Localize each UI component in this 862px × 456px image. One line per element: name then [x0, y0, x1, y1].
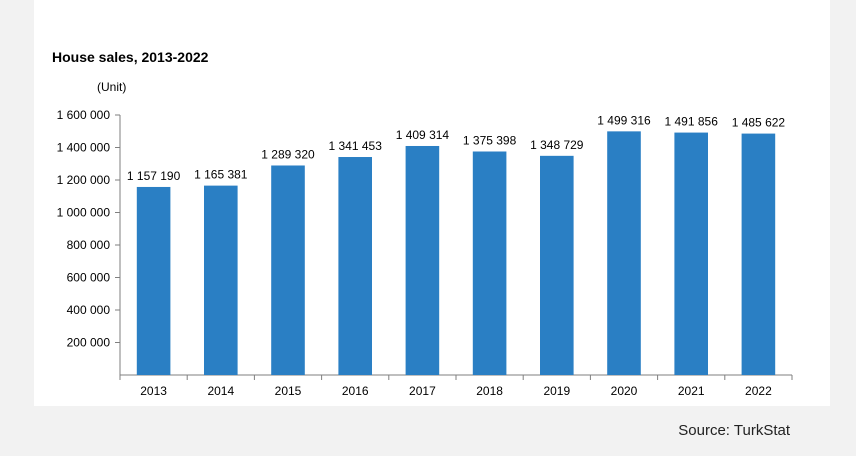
- data-label: 1 348 729: [530, 138, 584, 152]
- x-tick-label: 2015: [275, 384, 302, 398]
- source-note: Source: TurkStat: [678, 422, 790, 439]
- bar: [674, 132, 708, 375]
- x-tick-label: 2020: [611, 384, 638, 398]
- x-tick-label: 2022: [745, 384, 772, 398]
- chart-title: House sales, 2013-2022: [52, 49, 209, 65]
- bar: [540, 155, 574, 375]
- data-label: 1 157 190: [127, 169, 181, 183]
- bar: [472, 151, 507, 375]
- y-tick-label: 200 000: [67, 336, 111, 350]
- data-label: 1 165 381: [194, 168, 248, 182]
- y-tick-label: 1 200 000: [57, 173, 111, 187]
- x-tick-label: 2019: [543, 384, 570, 398]
- data-label: 1 409 314: [396, 128, 450, 142]
- bar: [338, 157, 372, 375]
- y-tick-label: 800 000: [67, 238, 111, 252]
- plot-area: 200 000 400 000 600 000 800 000 1 000 000 1 2…: [57, 108, 793, 398]
- unit-label: (Unit): [97, 80, 126, 94]
- frame-edge: [856, 0, 862, 456]
- data-label: 1 491 856: [665, 115, 719, 129]
- bar: [607, 131, 641, 375]
- bar: [405, 145, 440, 375]
- x-tick-label: 2018: [476, 384, 503, 398]
- y-tick-label: 1 600 000: [57, 108, 111, 122]
- data-label: 1 499 316: [597, 113, 651, 127]
- data-label: 1 485 622: [732, 116, 786, 130]
- x-tick-label: 2014: [207, 384, 234, 398]
- data-label: 1 375 398: [463, 133, 517, 147]
- x-tick-label: 2016: [342, 384, 369, 398]
- bar: [271, 165, 305, 375]
- bar: [136, 186, 171, 375]
- data-label: 1 341 453: [329, 139, 383, 153]
- bar: [204, 185, 238, 375]
- x-tick-label: 2013: [140, 384, 167, 398]
- data-label: 1 289 320: [261, 147, 315, 161]
- bar: [741, 133, 776, 375]
- y-tick-label: 400 000: [67, 303, 111, 317]
- y-tick-label: 1 000 000: [57, 206, 111, 220]
- y-tick-label: 600 000: [67, 271, 111, 285]
- x-tick-label: 2021: [678, 384, 705, 398]
- y-tick-label: 1 400 000: [57, 141, 111, 155]
- x-tick-label: 2017: [409, 384, 436, 398]
